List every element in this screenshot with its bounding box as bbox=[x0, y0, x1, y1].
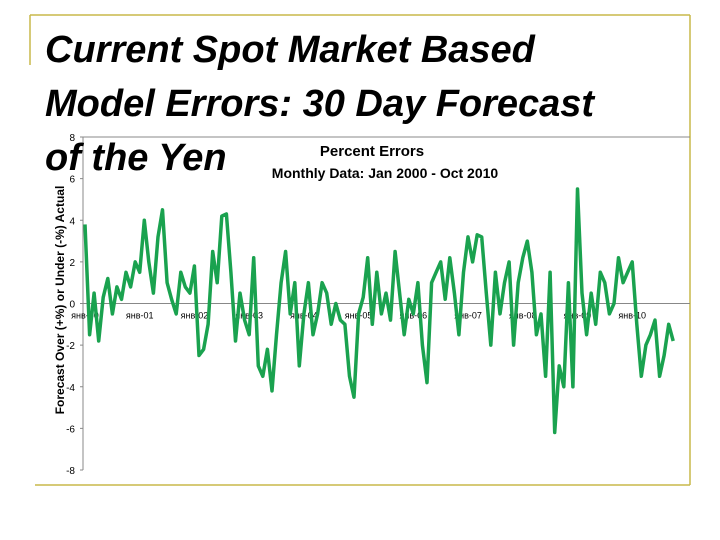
x-tick-label: янв-01 bbox=[126, 311, 154, 321]
x-tick-label: янв-07 bbox=[454, 311, 482, 321]
x-tick-label: янв-02 bbox=[181, 311, 209, 321]
slide-title-line: Current Spot Market Based bbox=[45, 29, 536, 71]
y-tick-label: -2 bbox=[66, 341, 75, 352]
y-axis-label: Forecast Over (+%) or Under (-%) Actual bbox=[53, 186, 67, 415]
x-tick-label: янв-08 bbox=[509, 311, 537, 321]
y-tick-label: 8 bbox=[69, 133, 75, 144]
y-tick-label: 2 bbox=[69, 258, 75, 269]
y-tick-label: 4 bbox=[69, 216, 75, 227]
y-tick-label: -6 bbox=[66, 424, 75, 435]
y-tick-label: 6 bbox=[69, 175, 75, 186]
y-tick-label: -4 bbox=[66, 383, 75, 394]
y-tick-label: -8 bbox=[66, 466, 75, 477]
chart-subtitle: Monthly Data: Jan 2000 - Oct 2010 bbox=[272, 165, 499, 181]
x-tick-label: янв-10 bbox=[618, 311, 646, 321]
chart-title: Percent Errors bbox=[320, 143, 424, 160]
slide-title-line: Model Errors: 30 Day Forecast bbox=[45, 83, 595, 125]
y-tick-label: 0 bbox=[69, 300, 75, 311]
slide-title-line: of the Yen bbox=[45, 137, 227, 179]
data-line bbox=[83, 187, 675, 435]
x-tick-label: янв-09 bbox=[564, 311, 592, 321]
x-tick-label: янв-00 bbox=[71, 311, 99, 321]
